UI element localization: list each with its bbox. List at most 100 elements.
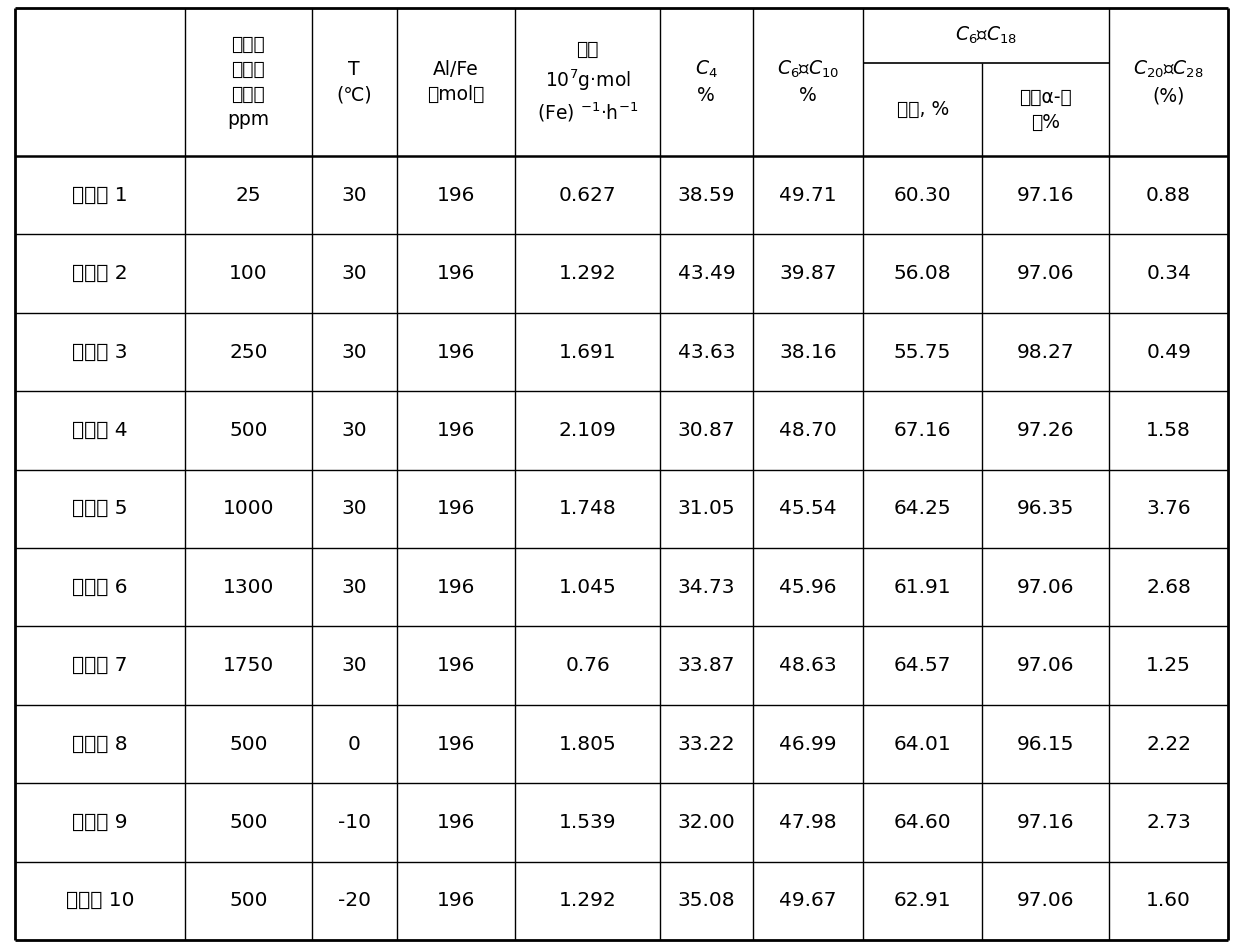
Text: 34.73: 34.73 — [677, 578, 735, 597]
Text: 500: 500 — [229, 813, 268, 831]
Text: 1300: 1300 — [223, 578, 274, 597]
Text: 实施例 4: 实施例 4 — [72, 420, 128, 440]
Text: 实施例 3: 实施例 3 — [72, 343, 128, 362]
Text: 96.15: 96.15 — [1017, 735, 1074, 754]
Text: 196: 196 — [436, 656, 475, 675]
Text: 3.76: 3.76 — [1146, 499, 1190, 518]
Text: 49.71: 49.71 — [779, 186, 837, 205]
Text: 67.16: 67.16 — [894, 420, 951, 440]
Text: 实施例 1: 实施例 1 — [72, 186, 128, 205]
Text: 500: 500 — [229, 735, 268, 754]
Text: 43.63: 43.63 — [677, 343, 735, 362]
Text: 实施例 8: 实施例 8 — [72, 735, 128, 754]
Text: $C_6$～$C_{10}$
%: $C_6$～$C_{10}$ % — [777, 59, 839, 105]
Text: 0.88: 0.88 — [1146, 186, 1192, 205]
Text: 30.87: 30.87 — [677, 420, 735, 440]
Text: 30: 30 — [341, 264, 367, 283]
Text: 35.08: 35.08 — [677, 891, 735, 910]
Text: 196: 196 — [436, 264, 475, 283]
Text: 33.87: 33.87 — [677, 656, 735, 675]
Text: 2.73: 2.73 — [1146, 813, 1190, 831]
Text: 线性α-烯
烃%: 线性α-烯 烃% — [1019, 87, 1073, 132]
Text: $C_6$～$C_{18}$: $C_6$～$C_{18}$ — [955, 25, 1017, 46]
Text: 实施例 6: 实施例 6 — [72, 578, 128, 597]
Text: 0.49: 0.49 — [1146, 343, 1192, 362]
Text: 64.25: 64.25 — [894, 499, 951, 518]
Text: 62.91: 62.91 — [894, 891, 951, 910]
Text: 97.16: 97.16 — [1017, 186, 1074, 205]
Text: 38.16: 38.16 — [779, 343, 837, 362]
Text: 1.805: 1.805 — [559, 735, 616, 754]
Text: 56.08: 56.08 — [894, 264, 951, 283]
Text: 100: 100 — [229, 264, 268, 283]
Text: 1.539: 1.539 — [559, 813, 616, 831]
Text: 196: 196 — [436, 735, 475, 754]
Text: 0.627: 0.627 — [559, 186, 616, 205]
Text: 30: 30 — [341, 343, 367, 362]
Text: 实施例 5: 实施例 5 — [72, 499, 128, 518]
Text: 2.109: 2.109 — [559, 420, 616, 440]
Text: T
(℃): T (℃) — [336, 60, 372, 104]
Text: 196: 196 — [436, 343, 475, 362]
Text: 25: 25 — [236, 186, 262, 205]
Text: Al/Fe
（mol）: Al/Fe （mol） — [428, 60, 485, 104]
Text: 47.98: 47.98 — [779, 813, 837, 831]
Text: 1750: 1750 — [223, 656, 274, 675]
Text: 196: 196 — [436, 186, 475, 205]
Text: 30: 30 — [341, 186, 367, 205]
Text: 1.292: 1.292 — [559, 264, 616, 283]
Text: 叔丁基
过氧化
氢含量
ppm: 叔丁基 过氧化 氢含量 ppm — [227, 35, 269, 129]
Text: 30: 30 — [341, 656, 367, 675]
Text: 196: 196 — [436, 813, 475, 831]
Text: 1.292: 1.292 — [559, 891, 616, 910]
Text: 45.54: 45.54 — [779, 499, 837, 518]
Text: 1.748: 1.748 — [559, 499, 616, 518]
Text: 30: 30 — [341, 420, 367, 440]
Text: 45.96: 45.96 — [780, 578, 837, 597]
Text: 39.87: 39.87 — [780, 264, 837, 283]
Text: 32.00: 32.00 — [677, 813, 735, 831]
Text: 30: 30 — [341, 578, 367, 597]
Text: 46.99: 46.99 — [780, 735, 837, 754]
Text: 48.70: 48.70 — [779, 420, 837, 440]
Text: 31.05: 31.05 — [677, 499, 735, 518]
Text: 含量, %: 含量, % — [897, 100, 949, 119]
Text: 97.16: 97.16 — [1017, 813, 1074, 831]
Text: 196: 196 — [436, 578, 475, 597]
Text: 196: 196 — [436, 891, 475, 910]
Text: 1.58: 1.58 — [1146, 420, 1192, 440]
Text: 97.06: 97.06 — [1017, 264, 1074, 283]
Text: 30: 30 — [341, 499, 367, 518]
Text: 2.68: 2.68 — [1146, 578, 1192, 597]
Text: 97.06: 97.06 — [1017, 891, 1074, 910]
Text: 55.75: 55.75 — [894, 343, 951, 362]
Text: 61.91: 61.91 — [894, 578, 951, 597]
Text: -10: -10 — [337, 813, 371, 831]
Text: 0: 0 — [348, 735, 361, 754]
Text: 1.045: 1.045 — [559, 578, 616, 597]
Text: 500: 500 — [229, 891, 268, 910]
Text: 64.60: 64.60 — [894, 813, 951, 831]
Text: 实施例 2: 实施例 2 — [72, 264, 128, 283]
Text: 2.22: 2.22 — [1146, 735, 1192, 754]
Text: 活性
$10^7$g·mol
(Fe) $^{-1}$·h$^{-1}$: 活性 $10^7$g·mol (Fe) $^{-1}$·h$^{-1}$ — [537, 41, 639, 124]
Text: 64.01: 64.01 — [894, 735, 951, 754]
Text: 250: 250 — [229, 343, 268, 362]
Text: 98.27: 98.27 — [1017, 343, 1074, 362]
Text: 97.06: 97.06 — [1017, 578, 1074, 597]
Text: 0.34: 0.34 — [1146, 264, 1192, 283]
Text: 196: 196 — [436, 499, 475, 518]
Text: 38.59: 38.59 — [677, 186, 735, 205]
Text: $C_{20}$～$C_{28}$
(%): $C_{20}$～$C_{28}$ (%) — [1133, 59, 1204, 105]
Text: 196: 196 — [436, 420, 475, 440]
Text: $C_4$
%: $C_4$ % — [694, 59, 718, 105]
Text: 1.60: 1.60 — [1146, 891, 1192, 910]
Text: 60.30: 60.30 — [894, 186, 951, 205]
Text: 实施例 9: 实施例 9 — [72, 813, 128, 831]
Text: 1.691: 1.691 — [559, 343, 616, 362]
Text: 97.06: 97.06 — [1017, 656, 1074, 675]
Text: -20: -20 — [337, 891, 371, 910]
Text: 实施例 10: 实施例 10 — [66, 891, 134, 910]
Text: 96.35: 96.35 — [1017, 499, 1074, 518]
Text: 97.26: 97.26 — [1017, 420, 1074, 440]
